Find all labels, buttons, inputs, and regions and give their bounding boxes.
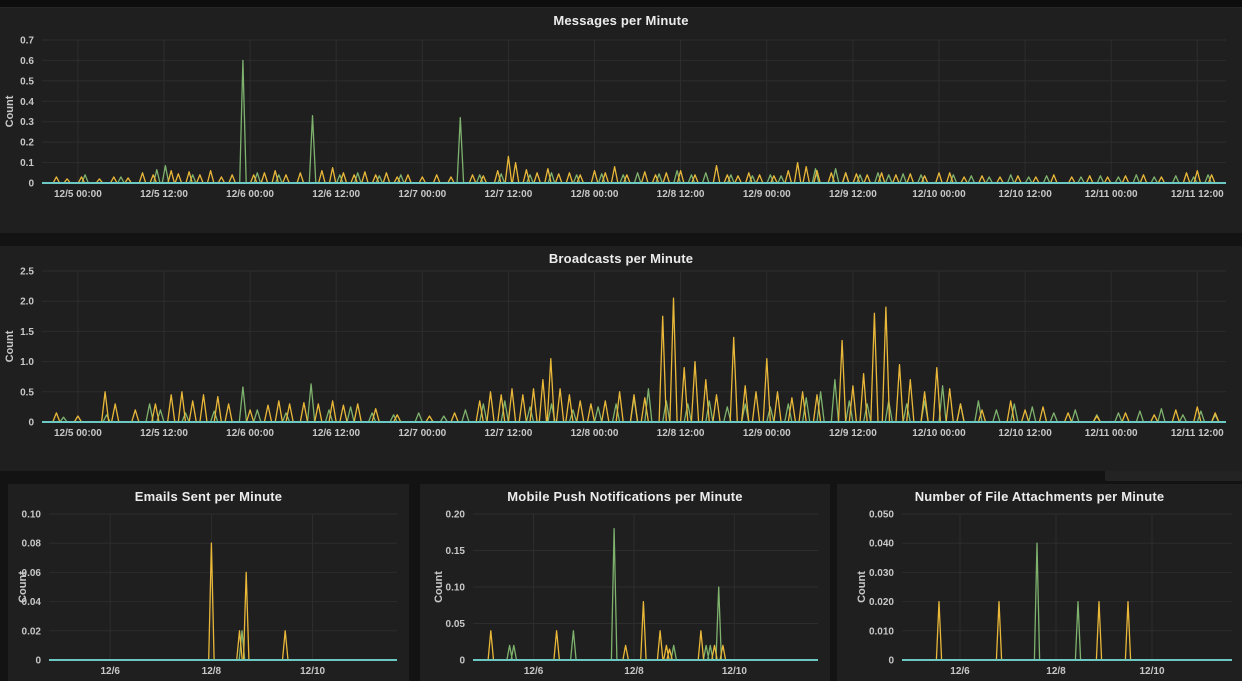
x-tick-label: 12/6 — [524, 666, 544, 677]
y-tick-label: 0 — [28, 179, 34, 190]
x-tick-label: 12/7 00:00 — [398, 189, 446, 200]
y-tick-label: 0.02 — [22, 626, 42, 637]
y-tick-label: 0.10 — [446, 583, 466, 594]
x-tick-label: 12/7 12:00 — [484, 189, 532, 200]
y-axis-label: Count — [433, 571, 445, 603]
x-tick-label: 12/6 — [950, 666, 970, 677]
x-tick-label: 12/11 00:00 — [1085, 189, 1138, 200]
y-tick-label: 0.20 — [446, 510, 466, 521]
x-tick-label: 12/10 — [1139, 666, 1164, 677]
green-series-line — [42, 379, 1226, 423]
x-tick-label: 12/11 00:00 — [1085, 428, 1138, 439]
y-axis-label: Count — [4, 330, 16, 362]
y-tick-label: 2.5 — [20, 267, 34, 278]
x-tick-label: 12/8 12:00 — [657, 189, 705, 200]
x-tick-label: 12/8 — [202, 666, 222, 677]
x-tick-label: 12/9 12:00 — [829, 428, 877, 439]
y-tick-label: 0 — [888, 656, 894, 667]
y-tick-label: 0.04 — [22, 597, 42, 608]
panel-messages: Messages per Minute 0 0.1 0.2 0.3 0.4 0.5 0.6 0… — [0, 8, 1242, 233]
x-tick-label: 12/9 00:00 — [743, 189, 791, 200]
x-tick-label: 12/6 12:00 — [312, 428, 360, 439]
x-tick-label: 12/5 00:00 — [54, 189, 102, 200]
x-tick-label: 12/11 12:00 — [1171, 189, 1224, 200]
panel-title-push-notifications[interactable]: Mobile Push Notifications per Minute — [507, 489, 743, 504]
x-tick-label: 12/10 12:00 — [998, 428, 1052, 439]
x-tick-label: 12/10 — [300, 666, 325, 677]
collapsed-row-strip[interactable] — [0, 0, 1242, 8]
y-tick-label: 0 — [459, 656, 465, 667]
x-tick-label: 12/9 00:00 — [743, 428, 791, 439]
x-tick-label: 12/5 00:00 — [54, 428, 102, 439]
messages-chart[interactable]: 0 0.1 0.2 0.3 0.4 0.5 0.6 0.7 12/5 00:00 12/5 12:… — [0, 8, 1242, 233]
broadcasts-chart[interactable]: 0 0.5 1.0 1.5 2.0 2.5 12/5 00:00 12/5 12:00 12/6… — [0, 246, 1242, 471]
x-tick-label: 12/10 — [722, 666, 747, 677]
file-attachments-chart[interactable]: 0 0.010 0.020 0.030 0.040 0.050 12/6 12/8 12/10 C… — [837, 484, 1242, 681]
y-tick-label: 1.0 — [20, 357, 34, 368]
x-tick-label: 12/5 12:00 — [140, 428, 188, 439]
y-tick-label: 0.2 — [20, 138, 34, 149]
y-tick-label: 0.15 — [446, 546, 466, 557]
y-tick-label: 0 — [28, 418, 34, 429]
x-tick-label: 12/8 12:00 — [657, 428, 705, 439]
x-tick-label: 12/10 00:00 — [912, 189, 966, 200]
panel-title-broadcasts[interactable]: Broadcasts per Minute — [548, 251, 694, 266]
y-tick-label: 0.6 — [20, 56, 34, 67]
yellow-series-line — [42, 155, 1226, 184]
y-tick-label: 0.10 — [22, 510, 42, 521]
y-tick-label: 0.4 — [20, 97, 34, 108]
y-axis-label: Count — [856, 571, 868, 603]
y-tick-label: 0.010 — [869, 626, 894, 637]
y-tick-label: 0.040 — [869, 539, 894, 550]
y-tick-label: 0 — [35, 656, 41, 667]
y-tick-label: 1.5 — [20, 327, 34, 338]
x-tick-label: 12/10 00:00 — [912, 428, 966, 439]
panel-broadcasts: Broadcasts per Minute 0 0.5 1.0 1.5 2.0 2.5 12… — [0, 246, 1242, 471]
y-tick-label: 0.5 — [20, 387, 34, 398]
x-tick-label: 12/10 12:00 — [998, 189, 1052, 200]
x-tick-label: 12/7 12:00 — [484, 428, 532, 439]
y-axis-label: Count — [17, 571, 29, 603]
panel-title-messages[interactable]: Messages per Minute — [553, 13, 689, 28]
panel-title-file-attachments[interactable]: Number of File Attachments per Minute — [914, 489, 1165, 504]
y-tick-label: 0.020 — [869, 597, 894, 608]
y-tick-label: 0.05 — [446, 619, 466, 630]
x-tick-label: 12/9 12:00 — [829, 189, 877, 200]
emails-chart[interactable]: 0 0.02 0.04 0.06 0.08 0.10 12/6 12/8 12/10 Count — [8, 484, 409, 681]
x-tick-label: 12/6 00:00 — [226, 428, 274, 439]
x-tick-label: 12/5 12:00 — [140, 189, 188, 200]
x-tick-label: 12/8 — [624, 666, 644, 677]
y-tick-label: 0.5 — [20, 76, 34, 87]
y-tick-label: 2.0 — [20, 297, 34, 308]
x-tick-label: 12/8 00:00 — [571, 189, 619, 200]
x-tick-label: 12/8 00:00 — [571, 428, 619, 439]
x-tick-label: 12/6 00:00 — [226, 189, 274, 200]
y-tick-label: 0.7 — [20, 36, 34, 47]
panel-edge-strip — [1105, 468, 1242, 481]
y-tick-label: 0.050 — [869, 510, 894, 521]
panel-emails: Emails Sent per Minute 0 0.02 0.04 0.06 0.08… — [8, 484, 409, 681]
y-tick-label: 0.1 — [20, 158, 34, 169]
x-tick-label: 12/8 — [1046, 666, 1066, 677]
x-tick-label: 12/6 12:00 — [312, 189, 360, 200]
green-series-line — [49, 630, 397, 661]
y-tick-label: 0.3 — [20, 117, 34, 128]
x-tick-label: 12/11 12:00 — [1171, 428, 1224, 439]
y-tick-label: 0.08 — [22, 539, 42, 550]
y-tick-label: 0.030 — [869, 568, 894, 579]
panel-title-emails[interactable]: Emails Sent per Minute — [134, 489, 283, 504]
push-notifications-chart[interactable]: 0 0.05 0.10 0.15 0.20 12/6 12/8 12/10 Count — [420, 484, 830, 681]
y-axis-label: Count — [4, 95, 16, 127]
yellow-series-line — [473, 600, 818, 661]
y-tick-label: 0.06 — [22, 568, 42, 579]
panel-push-notifications: Mobile Push Notifications per Minute 0 0.… — [420, 484, 830, 681]
x-tick-label: 12/7 00:00 — [398, 428, 446, 439]
yellow-series-line — [42, 297, 1226, 423]
x-tick-label: 12/6 — [100, 666, 120, 677]
